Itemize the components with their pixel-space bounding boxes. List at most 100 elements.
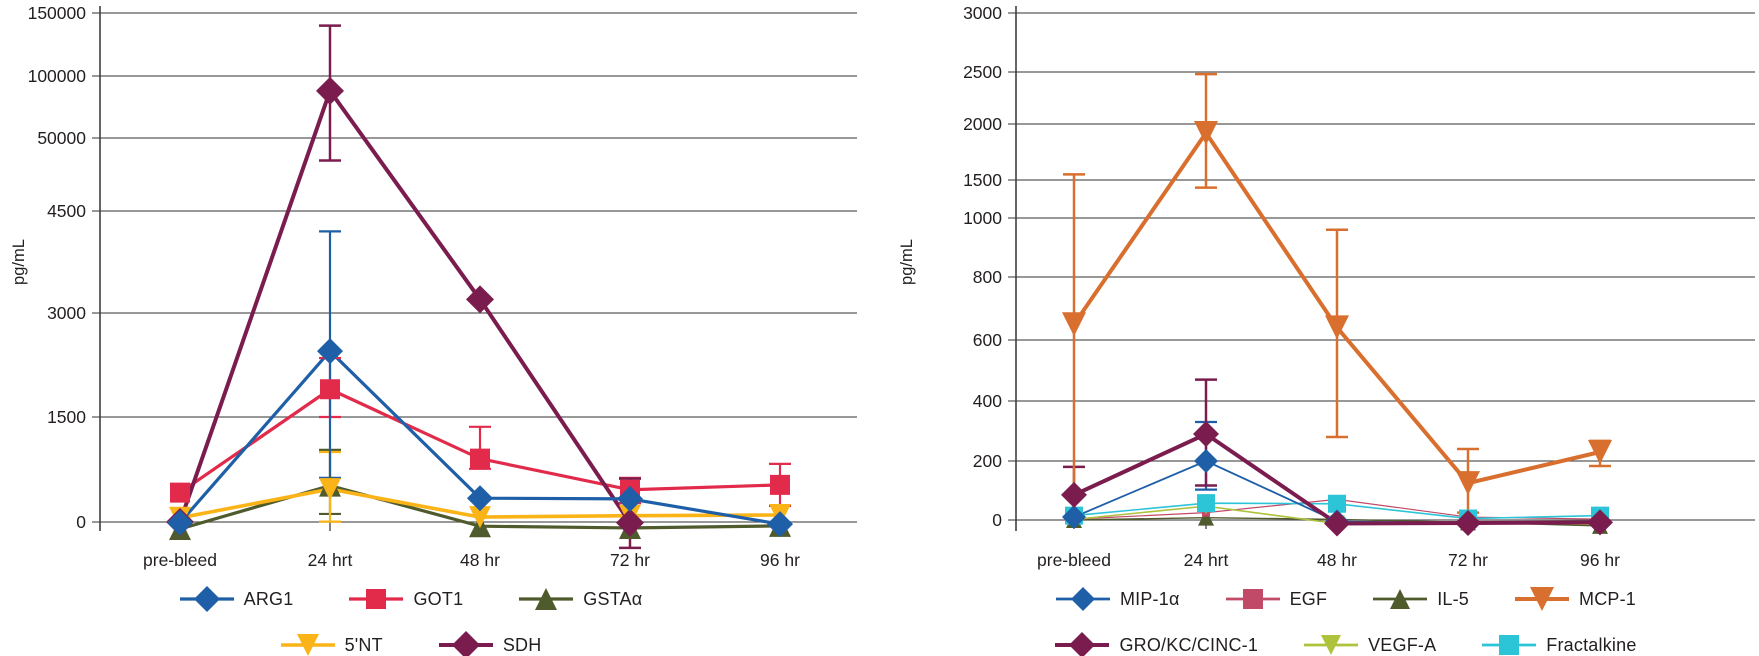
marker-MCP-1	[1325, 315, 1349, 340]
legend-item-Fractalkine: Fractalkine	[1480, 630, 1636, 656]
marker-GRO/KC/CINC-1	[1455, 509, 1481, 536]
marker-5'NT	[469, 506, 491, 529]
legend-marker-square-icon	[349, 589, 404, 609]
x-category-label: pre-bleed	[1037, 550, 1111, 570]
legend-marker-shape	[535, 588, 558, 610]
legend-label: ARG1	[243, 588, 294, 609]
marker-MIP-1α	[1062, 505, 1086, 530]
legend-marker-square-icon	[1225, 589, 1280, 609]
right-cytokine-chart: 0 200 400 600 800 1000 1500 2000 2500 3000 pre-ble…	[898, 3, 1755, 570]
y-tick-label: 800	[973, 267, 1002, 287]
x-category-label: 96 hr	[1580, 550, 1620, 570]
legend-item-SDH: SDH	[437, 630, 542, 656]
y-tick-label: 400	[973, 391, 1002, 411]
legend-row: GRO/KC/CINC-1 VEGF-A Fractalkine	[950, 630, 1740, 656]
marker-GRO/KC/CINC-1	[1324, 510, 1350, 537]
y-tick-label: 50000	[37, 128, 86, 148]
x-category-label: 24 hrt	[308, 550, 353, 570]
y-tick-label: 150000	[28, 3, 87, 23]
marker-MIP-1α	[1194, 449, 1218, 473]
marker-ARG1	[317, 338, 343, 365]
x-category-label: 72 hr	[1448, 550, 1488, 570]
marker-ARG1	[617, 485, 643, 512]
legend-label: MCP-1	[1579, 588, 1637, 609]
x-category-label: 48 hr	[460, 550, 500, 570]
y-tick-label: 3000	[47, 303, 86, 323]
legend-item-EGF: EGF	[1224, 584, 1328, 614]
legend-marker-triangle-up-icon	[1373, 589, 1428, 609]
marker-5'NT	[319, 478, 341, 501]
legend-marker-shape	[1530, 587, 1555, 611]
right-chart-legend: MIP-1α EGF IL-5 MCP-1 GRO/KC/CINC-1 VEGF-A Fra…	[950, 584, 1740, 656]
legend-marker-shape	[366, 589, 387, 609]
legend-label: IL-5	[1437, 588, 1470, 609]
legend-marker-shape	[451, 631, 480, 656]
legend-row: ARG1 GOT1 GSTAα	[60, 584, 760, 614]
left-chart-legend: ARG1 GOT1 GSTAα 5'NT SDH	[60, 584, 760, 656]
marker-IL-5	[1198, 509, 1214, 526]
y-tick-label: 100000	[28, 66, 87, 86]
legend-item-GOT1: GOT1	[347, 584, 463, 614]
legend-marker-diamond-icon	[179, 586, 234, 612]
y-tick-label: 2000	[963, 114, 1002, 134]
legend-item-ARG1: ARG1	[178, 584, 294, 614]
x-category-label: 24 hrt	[1184, 550, 1229, 570]
marker-GOT1	[320, 379, 340, 400]
y-axis-title: pg/mL	[898, 239, 916, 285]
legend-item-5'NT: 5'NT	[279, 630, 383, 656]
marker-SDH	[466, 285, 494, 314]
legend-marker-shape	[193, 586, 220, 612]
legend-marker-shape	[296, 634, 319, 656]
legend-marker-triangle-up-icon	[519, 588, 574, 610]
y-axis-title: pg/mL	[10, 239, 28, 285]
legend-marker-shape	[1390, 589, 1411, 609]
legend-label: VEGF-A	[1368, 634, 1437, 655]
legend-row: MIP-1α EGF IL-5 MCP-1	[950, 584, 1740, 614]
marker-ARG1	[467, 485, 493, 512]
y-tick-label: 3000	[963, 3, 1002, 23]
marker-Fractalkine	[1328, 494, 1346, 513]
legend-marker-triangle-down-icon	[280, 634, 335, 656]
legend-label: GOT1	[413, 588, 464, 609]
error-bar-MCP-1	[1063, 173, 1085, 519]
marker-SDH	[316, 76, 344, 105]
legend-marker-shape	[1499, 635, 1520, 655]
x-category-label: 48 hr	[1317, 550, 1357, 570]
marker-MCP-1	[1194, 120, 1218, 145]
legend-marker-triangle-down-icon	[1304, 635, 1359, 655]
legend-marker-triangle-down-icon	[1515, 587, 1570, 611]
legend-label: EGF	[1289, 588, 1328, 609]
x-category-label: 96 hr	[760, 550, 800, 570]
legend-marker-diamond-icon	[1055, 632, 1110, 656]
marker-ARG1	[767, 511, 793, 538]
legend-marker-shape	[1070, 587, 1095, 611]
legend-item-MCP-1: MCP-1	[1513, 584, 1636, 614]
y-tick-label: 4500	[47, 201, 86, 221]
marker-MCP-1	[1062, 312, 1086, 337]
marker-MCP-1	[1588, 440, 1612, 464]
marker-GRO/KC/CINC-1	[1061, 481, 1087, 508]
y-tick-label: 200	[973, 451, 1002, 471]
left-enzyme-chart: 0 1500 3000 4500 50000 100000 150000 pre-bleed 2…	[10, 3, 857, 570]
x-category-label: pre-bleed	[143, 550, 217, 570]
y-tick-label: 600	[973, 330, 1002, 350]
y-tick-label: 1000	[963, 208, 1002, 228]
marker-GOT1	[770, 474, 790, 495]
legend-marker-shape	[1321, 635, 1342, 655]
legend-item-GSTAα: GSTAα	[517, 584, 642, 614]
series-line-SDH	[178, 86, 632, 524]
legend-item-MIP-1α: MIP-1α	[1054, 584, 1180, 614]
marker-GRO/KC/CINC-1	[1193, 421, 1219, 447]
legend-label: GRO/KC/CINC-1	[1119, 634, 1259, 655]
x-category-label: 72 hr	[610, 550, 650, 570]
legend-item-GRO/KC/CINC-1: GRO/KC/CINC-1	[1053, 630, 1258, 656]
legend-marker-shape	[1242, 589, 1263, 609]
legend-label: GSTAα	[583, 588, 643, 609]
legend-marker-shape	[1069, 632, 1096, 656]
marker-GRO/KC/CINC-1	[1587, 509, 1613, 536]
legend-row: 5'NT SDH	[60, 630, 760, 656]
legend-label: MIP-1α	[1119, 588, 1180, 609]
marker-SDH	[616, 508, 644, 537]
y-tick-label: 0	[76, 512, 86, 532]
